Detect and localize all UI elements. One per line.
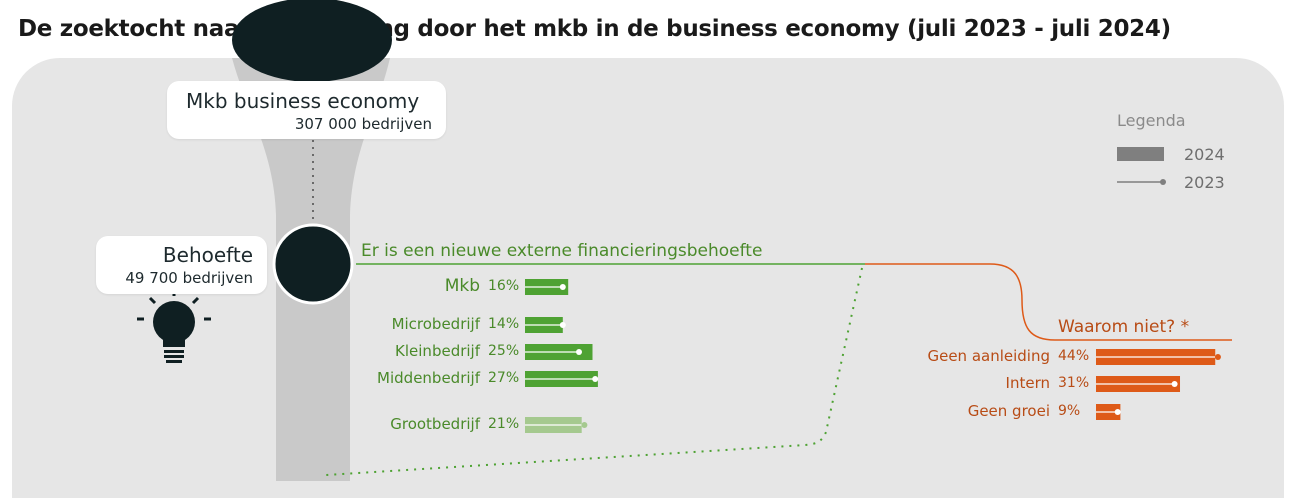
green-dot-2023-grootbedrijf bbox=[581, 422, 588, 428]
green-value-label-middenbedrijf: 27% bbox=[488, 370, 520, 386]
green-value-label-microbedrijf: 14% bbox=[488, 316, 520, 332]
top-circle bbox=[232, 0, 392, 82]
mkb-business-economy-count: 307 000 bedrijven bbox=[294, 115, 432, 133]
green-dot-2023-microbedrijf bbox=[559, 322, 566, 328]
behoefte-circle bbox=[272, 223, 354, 305]
orange-value-label-intern: 31% bbox=[1058, 375, 1090, 391]
green-category-label-mkb: Mkb bbox=[444, 275, 480, 296]
orange-category-label-intern: Intern bbox=[1005, 374, 1050, 393]
bars-layer bbox=[525, 279, 1221, 433]
orange-value-label-geen-aanleiding: 44% bbox=[1058, 348, 1090, 364]
legend-line-dot bbox=[1160, 179, 1166, 185]
legend-bar-label: 2024 bbox=[1184, 145, 1225, 164]
legend-title: Legenda bbox=[1117, 111, 1186, 130]
green-value-label-kleinbedrijf: 25% bbox=[488, 343, 520, 359]
green-value-label-grootbedrijf: 21% bbox=[488, 416, 520, 432]
green-category-label-microbedrijf: Microbedrijf bbox=[391, 315, 480, 334]
behoefte-count: 49 700 bedrijven bbox=[125, 269, 253, 287]
orange-line bbox=[865, 263, 1232, 341]
orange-category-label-geen-aanleiding: Geen aanleiding bbox=[927, 347, 1050, 366]
behoefte-label: Behoefte bbox=[162, 243, 253, 267]
orange-heading: Waarom niet? * bbox=[1058, 317, 1190, 337]
orange-dot-2023-intern bbox=[1171, 381, 1178, 387]
legend-bar-swatch bbox=[1117, 147, 1164, 161]
green-dot-2023-mkb bbox=[559, 284, 566, 290]
lightbulb-icon bbox=[137, 289, 211, 363]
diagram-art bbox=[137, 0, 1232, 481]
page-title: De zoektocht naar financiering door het … bbox=[18, 16, 1171, 42]
green-category-label-kleinbedrijf: Kleinbedrijf bbox=[395, 342, 480, 361]
green-dot-2023-kleinbedrijf bbox=[576, 349, 582, 355]
orange-dot-2023-geen-groei bbox=[1114, 409, 1121, 415]
orange-value-label-geen-groei: 9% bbox=[1058, 403, 1081, 419]
orange-category-label-geen-groei: Geen groei bbox=[967, 402, 1050, 421]
green-dot-2023-middenbedrijf bbox=[592, 376, 599, 382]
behoefte-box: Behoefte 49 700 bedrijven bbox=[96, 236, 267, 294]
green-heading: Er is een nieuwe externe financieringsbe… bbox=[361, 241, 763, 261]
orange-dot-2023-geen-aanleiding bbox=[1214, 354, 1221, 360]
mkb-business-economy-box: Mkb business economy 307 000 bedrijven bbox=[167, 81, 446, 139]
mkb-business-economy-label: Mkb business economy bbox=[186, 89, 420, 113]
green-category-label-middenbedrijf: Middenbedrijf bbox=[377, 369, 480, 388]
legend-line-label: 2023 bbox=[1184, 173, 1225, 192]
green-value-label-mkb: 16% bbox=[488, 278, 520, 294]
green-category-label-grootbedrijf: Grootbedrijf bbox=[390, 415, 480, 434]
